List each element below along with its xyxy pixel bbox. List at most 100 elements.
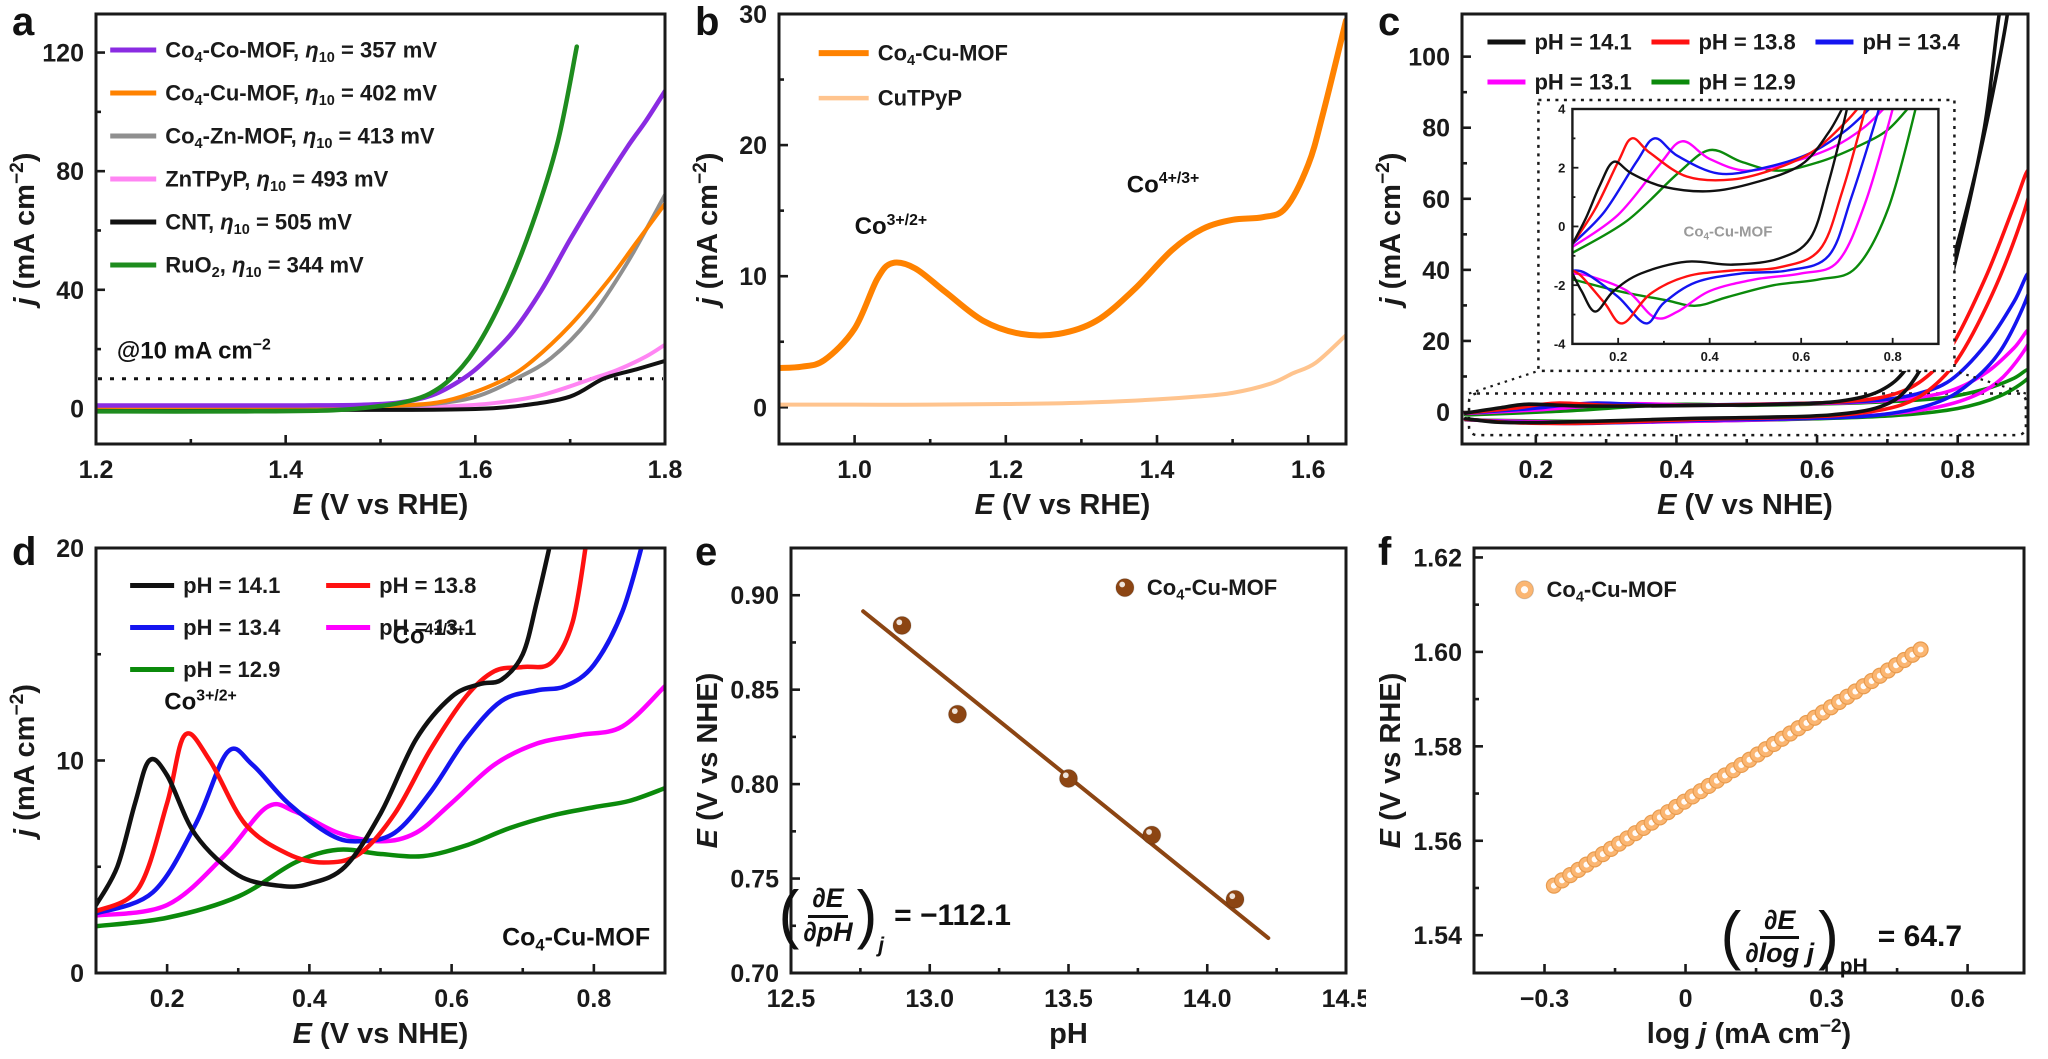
chart-text: 1.6 xyxy=(1291,456,1326,484)
chart-text: 0.2 xyxy=(1518,456,1553,484)
chart-text: 80 xyxy=(1422,115,1450,143)
panel-letter-e: e xyxy=(695,530,718,574)
series-pH 13.4 xyxy=(96,548,644,916)
series-group xyxy=(779,17,1346,407)
annotation: Co3+/2+ xyxy=(164,687,237,715)
y-axis-label: E (V vs NHE) xyxy=(692,673,724,849)
chart-text: 0.8 xyxy=(576,985,611,1013)
series-pH 13.8 xyxy=(1572,109,1867,325)
chart-text: 2 xyxy=(1558,160,1565,175)
chart-text: 0.80 xyxy=(730,771,779,799)
chart-text: 30 xyxy=(739,1,767,29)
panel-letter-b: b xyxy=(695,0,720,44)
chart-text: 80 xyxy=(56,158,84,186)
panel-e: e 12.5 13.0 13.5 14.0 14.5 0.70 0.75 0.80 0.85 0.… xyxy=(683,530,1366,1059)
panel-letter-a: a xyxy=(12,0,35,44)
chart-text: 0.6 xyxy=(1950,985,1985,1013)
x-axis-label: pH xyxy=(1049,1018,1088,1050)
plot-frame xyxy=(1571,107,1940,346)
x-axis-label: E (V vs RHE) xyxy=(293,489,469,521)
chart-text: 0 xyxy=(1679,985,1693,1013)
chart-text: 20 xyxy=(1422,328,1450,356)
data-point-highlight xyxy=(1917,646,1924,653)
panel-f: f −0.3 0 0.3 0.6 1.54 1.56 1.58 1.60 1.62 log j (… xyxy=(1366,530,2048,1059)
panel-letter-d: d xyxy=(12,530,37,574)
zoom-region-dotted-box xyxy=(1467,392,2028,437)
legend: Co4-Co-MOF, η10 = 357 mV Co4-Cu-MOF, η10 … xyxy=(110,37,437,281)
chart-text: 0 xyxy=(70,395,84,423)
legend: Co4-Cu-MOF xyxy=(1514,577,1677,606)
chart-text: 12.5 xyxy=(767,985,816,1013)
chart-text: 0.3 xyxy=(1809,985,1844,1013)
data-point xyxy=(1142,825,1162,845)
chart-text: 0.2 xyxy=(1609,349,1627,364)
series-group xyxy=(1463,14,2028,426)
data-point-highlight xyxy=(951,708,958,714)
legend-entry-label: Co4-Zn-MOF, η10 = 413 mV xyxy=(165,123,435,151)
x-axis-label: log j (mA cm−2) xyxy=(1647,1016,1851,1050)
zoom-connector-left xyxy=(1468,369,1539,395)
chart-text: 0 xyxy=(70,960,84,988)
chart-text: 0.8 xyxy=(1940,456,1975,484)
panel-a-chart: 1.2 1.4 1.6 1.8 0 40 80 120 @10 mA cm−2 E (V vs R… xyxy=(7,12,683,521)
data-point xyxy=(1058,768,1079,789)
chart-text: 1.2 xyxy=(988,456,1023,484)
data-point xyxy=(947,704,968,724)
legend-entry-label: Co4-Co-MOF, η10 = 357 mV xyxy=(165,37,437,65)
chart-text: 0 xyxy=(1558,219,1565,234)
legend-entry-label: RuO2, η10 = 344 mV xyxy=(165,252,364,280)
chart-text: 1.4 xyxy=(1140,456,1175,484)
chart-text: 0.75 xyxy=(730,866,779,894)
legend-entry-label: pH = 13.1 xyxy=(379,615,476,640)
chart-text: 1.8 xyxy=(648,456,683,484)
chart-text: 40 xyxy=(56,277,84,305)
partial-derivative-annotation: (∂E ∂log j) pH = 64.7 xyxy=(1720,899,1963,978)
legend-entry-label: Co4-Cu-MOF, η10 = 402 mV xyxy=(165,80,437,108)
data-point-highlight xyxy=(1119,581,1126,588)
legend-entry-label: ZnTPyP, η10 = 493 mV xyxy=(165,166,388,194)
series-Co4-Cu-MOF Tafel xyxy=(1545,641,1929,894)
annotation: @10 mA cm−2 xyxy=(117,336,271,364)
legend-entry-label: pH = 13.8 xyxy=(1698,29,1795,54)
legend-entry-label: pH = 13.4 xyxy=(183,615,281,640)
series-group xyxy=(96,44,665,414)
annotation: Co4+/3+ xyxy=(1127,170,1199,198)
chart-text: 40 xyxy=(1422,257,1450,285)
chart-text: 1.62 xyxy=(1413,544,1462,572)
chart-text: 1.54 xyxy=(1413,922,1462,950)
legend-entry-label: pH = 13.4 xyxy=(1862,29,1960,54)
annotation: Co3+/2+ xyxy=(855,212,928,240)
panel-f-chart: −0.3 0 0.3 0.6 1.54 1.56 1.58 1.60 1.62 log j (mA… xyxy=(1375,544,2026,1050)
series-pH 14.1 xyxy=(96,548,552,908)
chart-text: −0.3 xyxy=(1520,985,1569,1013)
chart-text: 0.6 xyxy=(1792,349,1810,364)
data-point xyxy=(892,615,912,636)
chart-text: 0.2 xyxy=(150,985,185,1013)
chart-text: 1.2 xyxy=(79,456,114,484)
plot-background xyxy=(791,548,1346,973)
legend: Co4-Cu-MOF xyxy=(1115,575,1277,604)
series-CuTPyP xyxy=(779,333,1346,407)
y-axis-label: j (mA cm−2) xyxy=(1373,153,1407,310)
x-axis-label: E (V vs NHE) xyxy=(1657,489,1833,521)
zoom-connector-right xyxy=(1954,369,2027,395)
data-point xyxy=(1225,889,1245,909)
annotation: Co4-Cu-MOF xyxy=(1684,224,1773,243)
chart-text: 0.4 xyxy=(1701,349,1720,364)
series-pH 13.4 xyxy=(1572,109,1881,325)
chart-text: 20 xyxy=(739,132,767,160)
series-pH 14.1 xyxy=(1572,109,1849,313)
chart-text: 0.6 xyxy=(434,985,469,1013)
panel-e-chart: 12.5 13.0 13.5 14.0 14.5 0.70 0.75 0.80 0.85 0.90… xyxy=(692,546,1366,1050)
chart-text: 0.85 xyxy=(730,677,779,705)
chart-text: 1.0 xyxy=(837,456,872,484)
chart-text: 0.6 xyxy=(1800,456,1835,484)
chart-text: 0.4 xyxy=(1659,456,1694,484)
chart-text: 100 xyxy=(1408,44,1450,72)
plot-background xyxy=(779,14,1346,444)
panel-b: b 1.0 1.2 1.4 1.6 0 10 20 30 Co3+/2+ Co4+/3+ E (V … xyxy=(683,0,1366,530)
plot-frame xyxy=(94,546,667,975)
series-pH 13.1 xyxy=(96,683,665,918)
series-pH 13.8 xyxy=(96,548,588,914)
plot-frame xyxy=(777,12,1348,446)
